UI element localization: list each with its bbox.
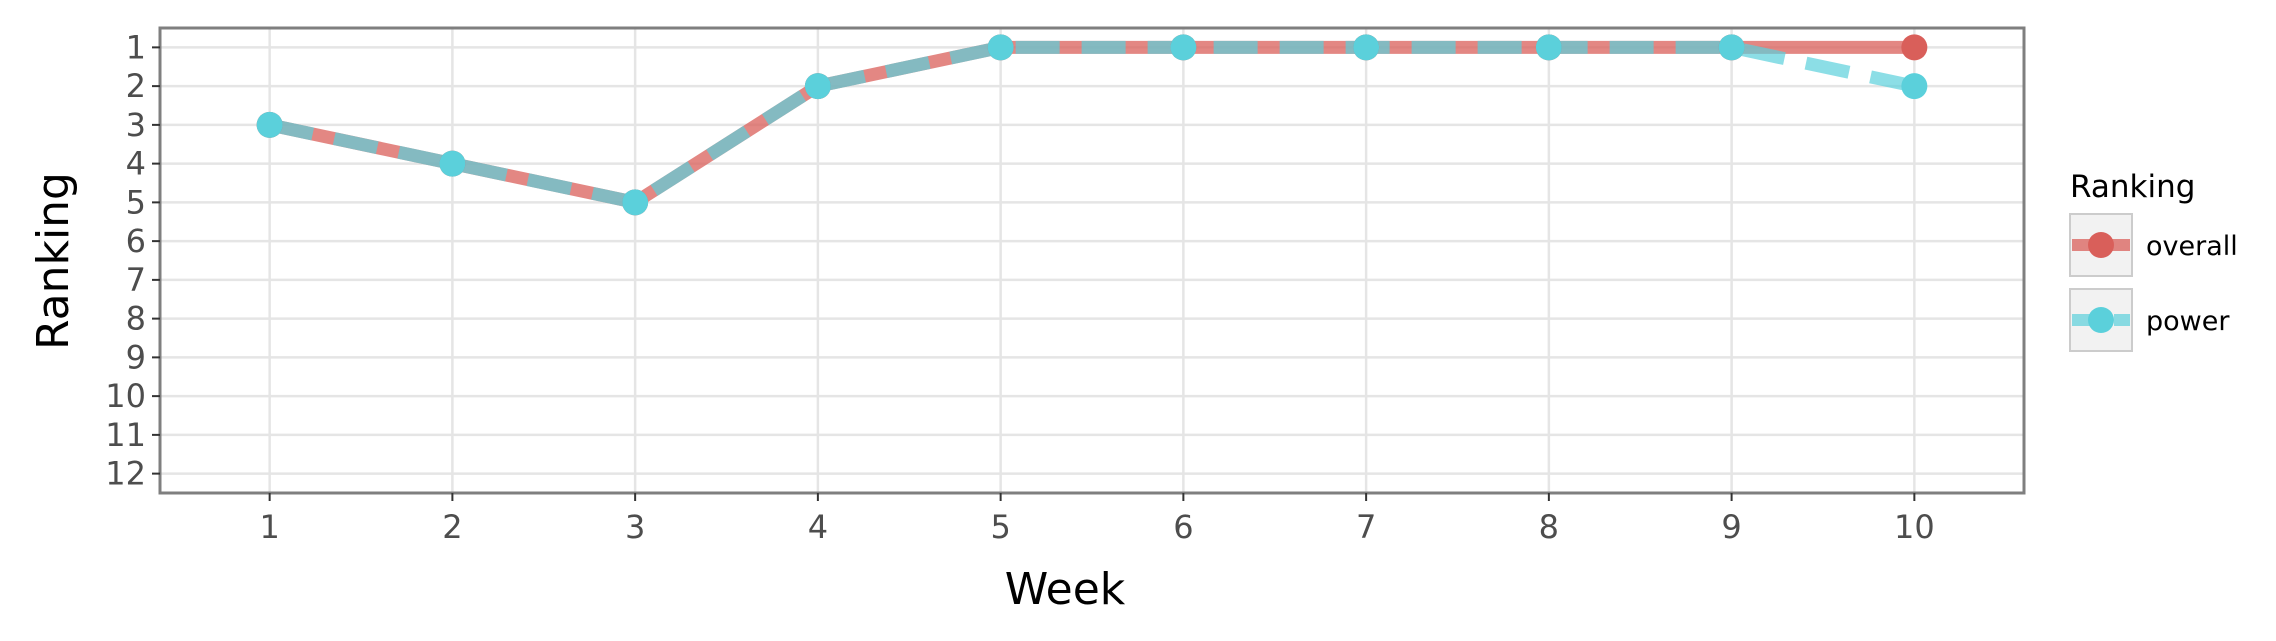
y-tick-label: 2 [126,67,146,105]
x-tick-label: 3 [625,508,645,546]
y-tick-label: 1 [126,28,146,66]
legend-label-overall: overall [2146,231,2238,262]
legend-items: overall power [2069,213,2238,352]
series-lines [268,40,1916,209]
x-tick-label: 10 [1894,508,1935,546]
legend: Ranking overall power [2069,169,2238,352]
plot-panel [160,28,2024,493]
data-point-power [439,150,466,177]
legend-title: Ranking [2070,169,2195,205]
data-point-power [1535,34,1562,61]
data-point-power [804,73,831,100]
plot-border [158,26,2026,495]
data-point-power [1718,34,1745,61]
x-tick-label: 4 [808,508,828,546]
x-tick-label: 1 [259,508,279,546]
data-point-overall [1901,34,1928,61]
x-axis-title: Week [1005,564,1126,615]
y-tick-label: 6 [126,222,146,260]
y-tick-label: 8 [126,300,146,338]
y-tick-label: 11 [105,416,146,454]
x-tick-label: 5 [990,508,1010,546]
data-point-power [1353,34,1380,61]
y-tick-label: 10 [105,377,146,415]
x-tick-label: 7 [1356,508,1376,546]
data-point-power [1170,34,1197,61]
y-tick-label: 3 [126,106,146,144]
data-point-power [622,189,649,216]
x-tick-label: 8 [1539,508,1559,546]
y-tick-label: 7 [126,261,146,299]
y-tick-label: 12 [105,455,146,493]
data-point-power [256,111,283,138]
y-tick-label: 9 [126,338,146,376]
x-tick-label: 2 [442,508,462,546]
legend-label-power: power [2146,306,2230,337]
x-tick-label: 9 [1721,508,1741,546]
y-axis-title: Ranking [28,172,79,350]
x-axis: 1 2 3 4 5 6 7 8 9 10 [259,493,1935,546]
series-line-power [268,40,1916,209]
data-point-power [987,34,1014,61]
data-point-power [1901,73,1928,100]
y-tick-label: 4 [126,145,146,183]
series-points [256,34,1928,216]
legend-marker-power [2088,307,2114,333]
y-tick-label: 5 [126,183,146,221]
plot-area [158,26,2026,495]
x-tick-label: 6 [1173,508,1193,546]
legend-marker-overall [2088,232,2114,258]
